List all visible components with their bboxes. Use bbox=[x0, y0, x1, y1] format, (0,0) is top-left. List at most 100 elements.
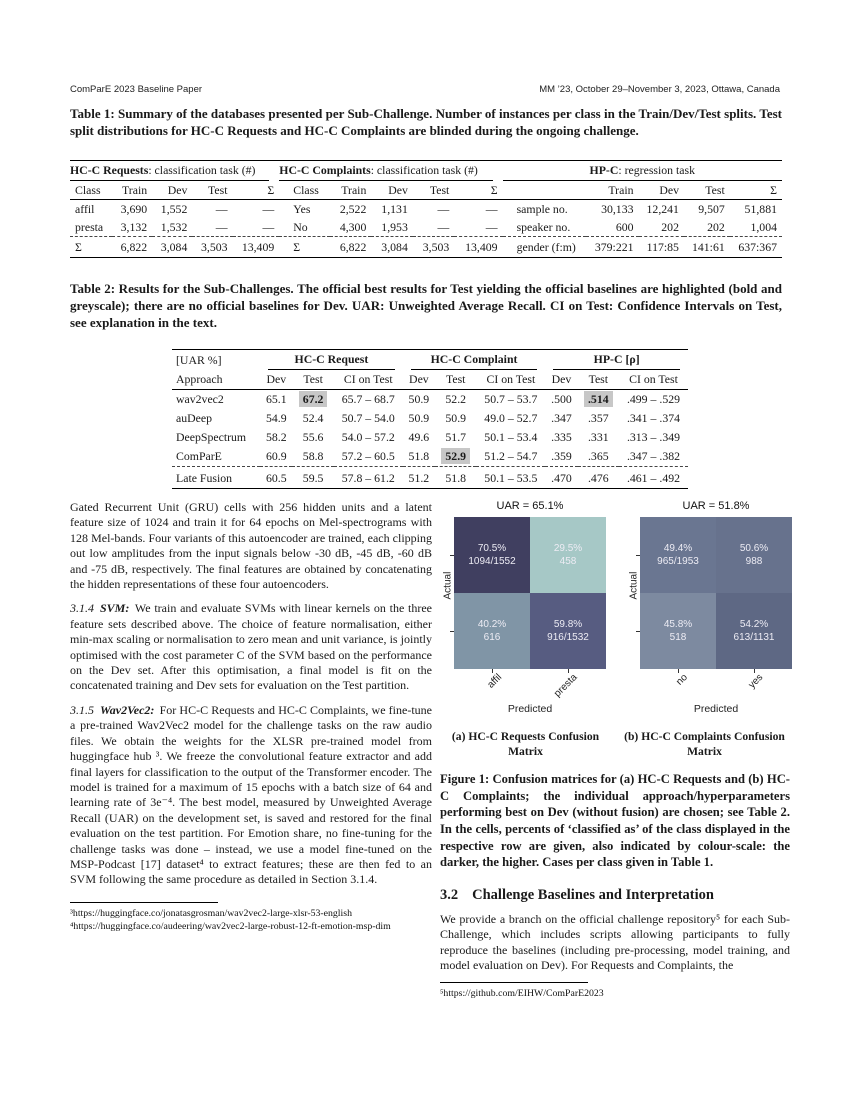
x-tick-label: presta bbox=[552, 672, 580, 700]
x-tick-labels: affil presta bbox=[454, 669, 606, 701]
group-title-bold: HC-C Complaints bbox=[279, 163, 371, 177]
cell-percent: 29.5% bbox=[553, 543, 583, 554]
table2-cell: 58.2 bbox=[265, 430, 287, 444]
table1-sum-cell: 637:367 bbox=[729, 236, 782, 257]
matrix-cell: 70.5% 1094/1552 bbox=[454, 517, 530, 593]
table1-column-header-row: Class Train Dev Test Σ Class Train Dev Test Σ Trai… bbox=[70, 181, 782, 200]
table2-cell: .331 bbox=[587, 430, 609, 444]
table2-group-header-row: [UAR %] HC-C Request HC-C Complaint HP-C [ρ… bbox=[172, 350, 688, 370]
table2-cell: 65.1 bbox=[265, 392, 287, 406]
cell-percent: 50.6% bbox=[739, 543, 769, 554]
paragraph-svm: 3.1.4 SVM: We train and evaluate SVMs wit… bbox=[70, 601, 432, 693]
table2-cell: 50.1 – 53.5 bbox=[476, 466, 546, 489]
table1-column-header bbox=[502, 181, 587, 200]
table2-cell: .500 bbox=[551, 392, 572, 406]
cell-percent: 49.4% bbox=[663, 543, 693, 554]
table1-column-header: Dev bbox=[371, 181, 413, 200]
matrix-grid: 49.4% 965/1953 50.6% 988 45.8% 518 54.2% 613/11… bbox=[640, 517, 792, 669]
y-tick-mark bbox=[450, 555, 454, 556]
cell-count: 965/1953 bbox=[657, 556, 699, 567]
matrix-title: UAR = 65.1% bbox=[496, 500, 564, 512]
table1-cell: 51,881 bbox=[744, 201, 777, 216]
matrix-cell: 29.5% 458 bbox=[530, 517, 606, 593]
table1-cell: 202 bbox=[661, 219, 679, 234]
subsection-text: For HC-C Requests and HC-C Complaints, w… bbox=[70, 702, 432, 887]
table1-cell: 3,690 bbox=[120, 201, 148, 216]
table2-cell: 52.9 bbox=[435, 447, 476, 467]
table1-databases: HC-C Requests: classification task (#) HC… bbox=[70, 160, 782, 258]
table2-approach-header: Approach bbox=[172, 370, 261, 390]
table2-cell: 59.5 bbox=[292, 466, 334, 489]
table1-sum-cell: 117:85 bbox=[638, 236, 684, 257]
left-column: Gated Recurrent Unit (GRU) cells with 25… bbox=[70, 500, 432, 933]
table1-cell: 1,953 bbox=[381, 219, 408, 234]
table2-column-header-row: Approach Dev Test CI on Test Dev Test CI on Te… bbox=[172, 370, 688, 390]
matrix-cell: 45.8% 518 bbox=[640, 593, 716, 669]
subsection-title: SVM: bbox=[100, 601, 130, 616]
table2-cell: 51.2 bbox=[402, 466, 436, 489]
table1-cell: 202 bbox=[707, 219, 725, 234]
table2-cell: .461 – .492 bbox=[618, 466, 688, 489]
table1-column-header: Class bbox=[279, 181, 330, 200]
matrix-cell: 40.2% 616 bbox=[454, 593, 530, 669]
table2-cell: .313 – .349 bbox=[626, 430, 681, 444]
table1-sum-cell: 6,822 bbox=[329, 236, 372, 257]
cell-count: 616 bbox=[483, 632, 501, 643]
group-title-bold: HP-C bbox=[589, 163, 619, 177]
table2-head: [UAR %] HC-C Request HC-C Complaint HP-C [ρ… bbox=[172, 350, 688, 390]
table1-column-header: Test bbox=[412, 181, 455, 200]
matrix-cell: 54.2% 613/1131 bbox=[716, 593, 792, 669]
matrix-cell: 50.6% 988 bbox=[716, 517, 792, 593]
table1-column-header: Σ bbox=[729, 181, 782, 200]
table2-cell: 60.9 bbox=[265, 449, 287, 463]
footnote: ⁵https://github.com/EIHW/ComParE2023 bbox=[440, 988, 604, 1000]
table2-cell: 50.9 bbox=[408, 411, 430, 425]
table2-corner-label: [UAR %] bbox=[176, 352, 222, 367]
matrix-cell: 59.8% 916/1532 bbox=[530, 593, 606, 669]
table1-cell: 9,507 bbox=[698, 201, 725, 216]
table2-group-title: HP-C [ρ] bbox=[545, 350, 688, 370]
matrix-cell: 49.4% 965/1953 bbox=[640, 517, 716, 593]
table1-sum-cell: 13,409 bbox=[454, 236, 503, 257]
table1-column-header: Dev bbox=[152, 181, 193, 200]
footnotes-right: ⁵https://github.com/EIHW/ComParE2023 bbox=[440, 982, 790, 1000]
running-header: ComParE 2023 Baseline Paper MM ’23, Octo… bbox=[70, 84, 780, 95]
footnote: ³https://huggingface.co/jonatasgrosman/w… bbox=[70, 907, 352, 919]
table1-sum-row: Σ 6,822 3,084 3,503 13,409 Σ 6,822 3,084 3,503 13… bbox=[70, 236, 782, 257]
table2-column-header: Dev bbox=[402, 370, 436, 390]
footnote-rule bbox=[440, 982, 588, 984]
table2-approach-cell: Late Fusion bbox=[172, 466, 261, 489]
table2-body: wav2vec2 65.1 67.2 65.7 – 68.7 50.9 52.2 50.7 … bbox=[172, 390, 688, 489]
table2-fusion-row: Late Fusion 60.5 59.5 57.8 – 61.2 51.2 51.8 50… bbox=[172, 466, 688, 489]
footnotes-left: ³https://huggingface.co/jonatasgrosman/w… bbox=[70, 901, 432, 933]
table2-approach-cell: DeepSpectrum bbox=[176, 430, 247, 444]
cell-percent: 59.8% bbox=[553, 619, 583, 630]
cell-count: 988 bbox=[745, 556, 763, 567]
table2-column-header: CI on Test bbox=[333, 370, 403, 390]
table1-cell: 1,131 bbox=[381, 201, 408, 216]
y-tick-mark bbox=[636, 631, 640, 632]
table2-cell: 60.5 bbox=[260, 466, 293, 489]
table2-cell: .476 bbox=[577, 466, 619, 489]
cell-percent: 54.2% bbox=[739, 619, 769, 630]
table1-sum-cell: 3,084 bbox=[152, 236, 193, 257]
table2-cell: 51.2 – 54.7 bbox=[484, 449, 538, 463]
table1-sum-cell: Σ bbox=[279, 236, 330, 257]
table1-column-header: Train bbox=[586, 181, 639, 200]
table1-cell: presta bbox=[75, 219, 104, 234]
table1-cell: 1,552 bbox=[160, 201, 188, 216]
table2-group-title: HC-C Request bbox=[260, 350, 403, 370]
table2-column-header: CI on Test bbox=[476, 370, 546, 390]
table1-column-header: Σ bbox=[454, 181, 503, 200]
table2-highlighted-value: .514 bbox=[583, 391, 613, 407]
subsection-text: We train and evaluate SVMs with linear k… bbox=[70, 601, 432, 693]
table2-cell: 54.9 bbox=[265, 411, 287, 425]
y-axis-label: Actual bbox=[628, 571, 640, 599]
table1-column-header: Test bbox=[192, 181, 233, 200]
table2-cell: 49.6 bbox=[408, 430, 430, 444]
table2-approach-cell: ComParE bbox=[176, 449, 222, 463]
cell-count: 518 bbox=[669, 632, 687, 643]
table1-cell: No bbox=[293, 219, 308, 234]
cell-percent: 45.8% bbox=[663, 619, 693, 630]
table1-sum-cell: 141:61 bbox=[683, 236, 730, 257]
